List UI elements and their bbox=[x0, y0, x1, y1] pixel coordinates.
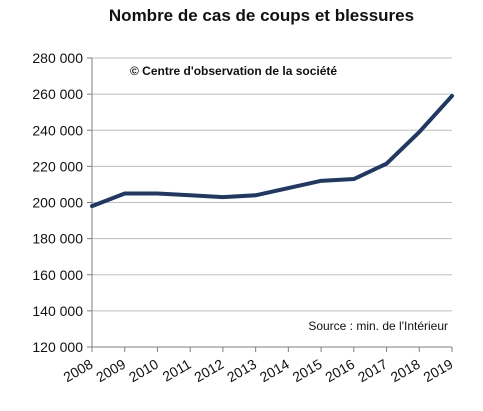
x-tick-label: 2011 bbox=[160, 356, 194, 385]
x-tick-label: 2019 bbox=[421, 356, 456, 386]
y-tick-label: 200 000 bbox=[32, 195, 83, 211]
y-tick-label: 160 000 bbox=[32, 267, 83, 283]
copyright-annotation: © Centre d'observation de la société bbox=[130, 64, 337, 78]
x-tick-label: 2018 bbox=[388, 356, 423, 386]
source-annotation: Source : min. de l'Intérieur bbox=[308, 319, 448, 333]
x-tick-label: 2008 bbox=[61, 356, 96, 386]
x-tick-label: 2009 bbox=[93, 356, 128, 386]
y-tick-label: 220 000 bbox=[32, 158, 83, 174]
x-tick-label: 2017 bbox=[355, 356, 390, 386]
chart-title: Nombre de cas de coups et blessures bbox=[108, 6, 415, 25]
x-tick-label: 2014 bbox=[257, 356, 292, 386]
x-tick-label: 2010 bbox=[126, 356, 161, 386]
y-tick-label: 140 000 bbox=[32, 303, 83, 319]
y-tick-label: 240 000 bbox=[32, 122, 83, 138]
x-tick-label: 2015 bbox=[290, 356, 325, 386]
y-tick-label: 180 000 bbox=[32, 231, 83, 247]
x-tick-label: 2013 bbox=[224, 356, 259, 386]
x-tick-label: 2012 bbox=[191, 356, 226, 386]
y-tick-label: 260 000 bbox=[32, 86, 83, 102]
x-tick-label: 2016 bbox=[322, 356, 357, 386]
series-line bbox=[90, 93, 454, 209]
y-tick-label: 280 000 bbox=[32, 50, 83, 66]
y-tick-label: 120 000 bbox=[32, 339, 83, 355]
